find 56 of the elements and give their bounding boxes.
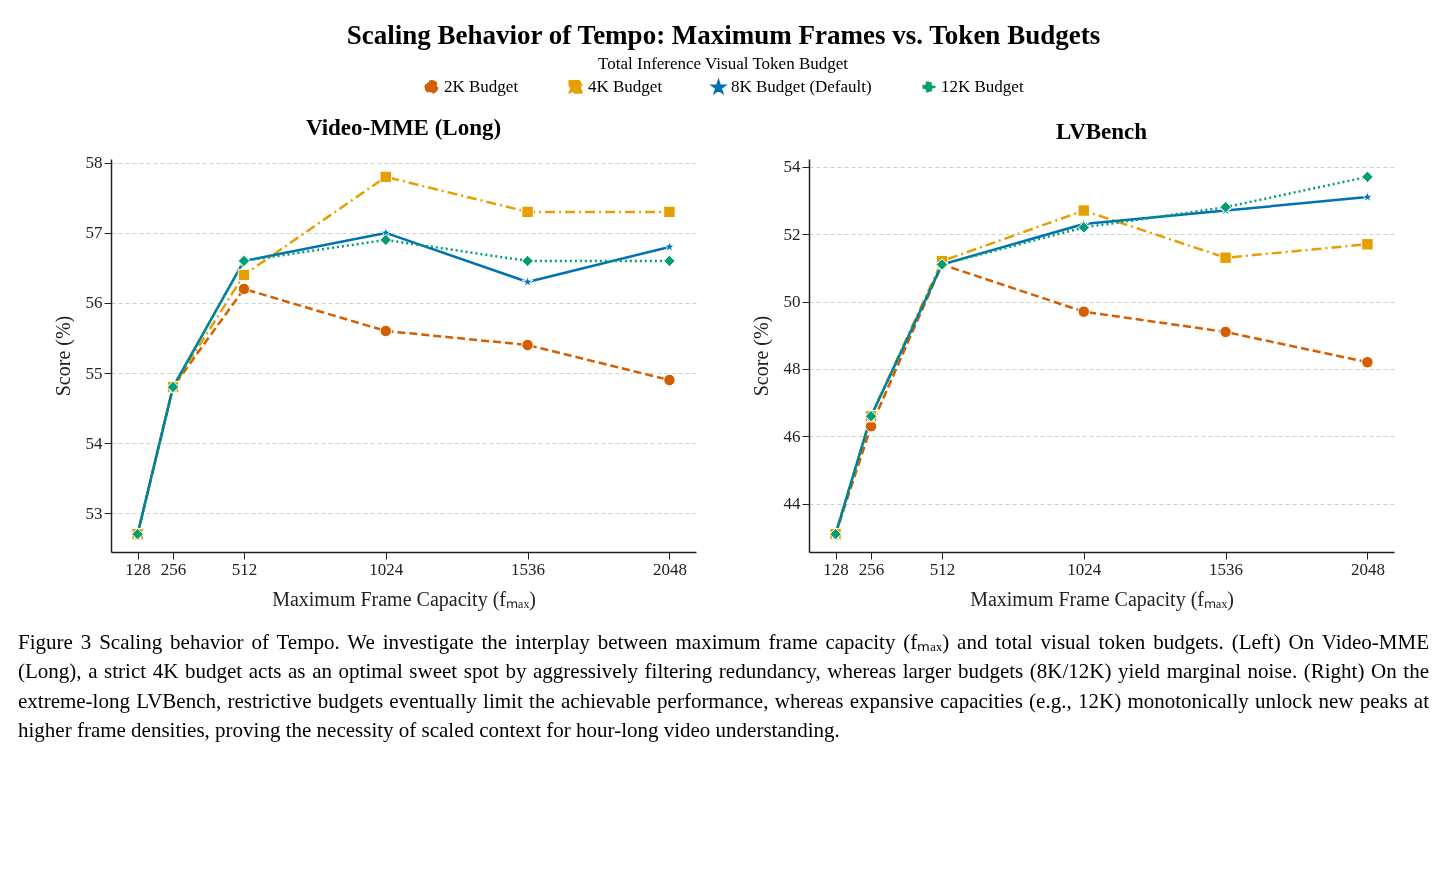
point (379, 324, 392, 338)
legend-label: 2K Budget (444, 76, 519, 96)
x-tick-label: 2048 (1350, 559, 1385, 579)
point (1077, 221, 1090, 234)
point (1219, 325, 1232, 339)
y-tick-label: 53 (85, 503, 103, 523)
y-axis-title: Score (%) (51, 315, 75, 397)
chart-title: Video-MME (Long) (305, 114, 502, 140)
point (1361, 238, 1374, 251)
legend-title: Total Inference Visual Token Budget (598, 54, 849, 73)
point (521, 338, 534, 352)
caption: Figure 3 Scaling behavior of Tempo. We investigate the interplay between maximum frame capacity (fₘₐₓ) and total visual token budgets. (Left) On Video-MME (Long), a strict 4K budget acts as an optimal sweet spot by aggressively filtering redundancy, whereas larger budgets (8K/12K) yield marginal noise. (Right) On the extreme-long LVBench, restrictive budgets eventually limit the achievable performance, whereas expansive capacities (e.g., 12K) monotonically unlock new peaks at higher frame densities, proving the necessity of scaled context for hour-long video understanding. (18, 629, 1429, 745)
x-tick-label: 256 (160, 559, 187, 579)
y-tick-label: 57 (85, 223, 103, 243)
y-axis-title: Score (%) (749, 315, 773, 397)
x-tick-label: 256 (858, 559, 885, 579)
x-tick-label: 1536 (1209, 559, 1244, 579)
y-tick-label: 48 (783, 359, 801, 379)
point (1077, 305, 1090, 318)
x-tick-label: 512 (231, 559, 258, 579)
x-tick-label: 128 (125, 559, 151, 579)
y-tick-label: 46 (783, 426, 801, 446)
point (1219, 251, 1232, 264)
point (1077, 204, 1090, 217)
x-tick-label: 1024 (369, 559, 404, 579)
point (663, 254, 676, 268)
point (1361, 356, 1374, 369)
x-tick-label: 1024 (1067, 559, 1102, 579)
x-tick-label: 2048 (652, 559, 687, 579)
y-tick-label: 44 (783, 494, 801, 514)
point (379, 233, 392, 247)
legend-label: 4K Budget (588, 76, 663, 96)
point (521, 254, 534, 268)
y-tick-label: 58 (85, 153, 103, 173)
legend-label: 12K Budget (941, 76, 1024, 96)
point (379, 170, 392, 184)
x-axis-title: Maximum Frame Capacity (fₘₐₓ) (272, 587, 536, 611)
y-tick-label: 50 (783, 292, 801, 312)
x-tick-label: 512 (929, 559, 956, 579)
point (663, 373, 676, 387)
x-tick-label: 1536 (511, 559, 546, 579)
point (237, 268, 251, 282)
x-axis-title: Maximum Frame Capacity (fₘₐₓ) (970, 587, 1234, 611)
chart-title: LVBench (1055, 118, 1148, 144)
y-tick-label: 54 (85, 433, 103, 453)
text: Scaling Behavior of Tempo: Maximum Frames vs. Token Budgets (345, 20, 1102, 51)
point (663, 205, 676, 219)
y-tick-label: 56 (85, 293, 103, 313)
point (237, 282, 251, 296)
point (521, 205, 534, 219)
y-tick-label: 54 (783, 157, 801, 177)
legend-label: 8K Budget (Default) (731, 77, 872, 97)
y-tick-label: 52 (783, 224, 801, 244)
point (1361, 170, 1374, 184)
x-tick-label: 128 (823, 559, 849, 579)
y-tick-label: 55 (85, 363, 103, 383)
